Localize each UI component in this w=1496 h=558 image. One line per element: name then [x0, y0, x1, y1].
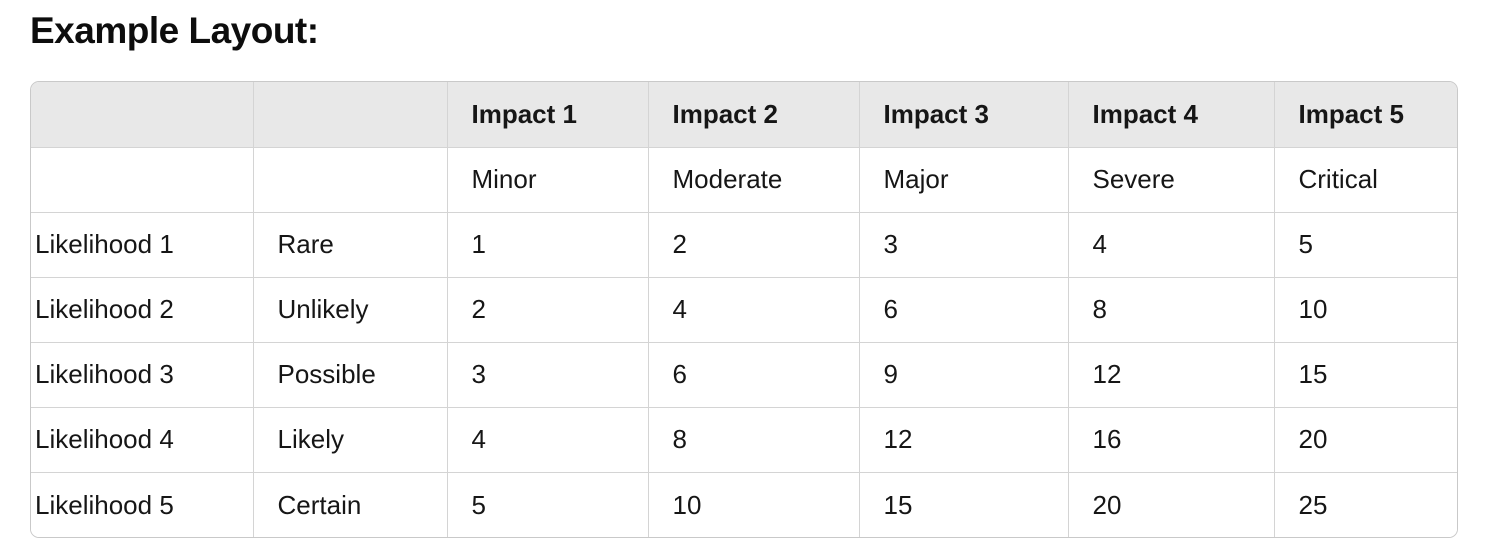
risk-matrix-table: Impact 1 Impact 2 Impact 3 Impact 4 Impa… [31, 82, 1457, 538]
score-cell: 6 [858, 276, 1068, 343]
score-cell: 8 [647, 406, 859, 473]
score-cell: 16 [1067, 406, 1274, 473]
score-cell: 5 [1273, 211, 1457, 278]
corner-cell [252, 82, 447, 148]
likelihood-id-cell: Likelihood 5 [31, 471, 253, 538]
score-cell: 12 [858, 406, 1068, 473]
score-cell: 4 [446, 406, 648, 473]
table-row: Likelihood 5 Certain 5 10 15 20 25 [31, 471, 1457, 538]
score-cell: 20 [1273, 406, 1457, 473]
score-cell: 9 [858, 341, 1068, 408]
impact-sublabel-cell: Moderate [647, 146, 859, 213]
blank-cell [252, 146, 447, 213]
impact-header-cell: Impact 3 [858, 82, 1068, 148]
score-cell: 2 [446, 276, 648, 343]
table-row: Likelihood 1 Rare 1 2 3 4 5 [31, 211, 1457, 278]
impact-header-row: Impact 1 Impact 2 Impact 3 Impact 4 Impa… [31, 82, 1457, 148]
likelihood-label-cell: Possible [252, 341, 447, 408]
score-cell: 5 [446, 471, 648, 538]
score-cell: 15 [1273, 341, 1457, 408]
impact-sublabel-cell: Major [858, 146, 1068, 213]
score-cell: 12 [1067, 341, 1274, 408]
score-cell: 4 [1067, 211, 1274, 278]
likelihood-id-cell: Likelihood 1 [31, 211, 253, 278]
blank-cell [31, 146, 253, 213]
score-cell: 10 [1273, 276, 1457, 343]
impact-header-cell: Impact 5 [1273, 82, 1457, 148]
table-row: Likelihood 2 Unlikely 2 4 6 8 10 [31, 276, 1457, 343]
likelihood-id-cell: Likelihood 4 [31, 406, 253, 473]
impact-sublabel-cell: Critical [1273, 146, 1457, 213]
score-cell: 8 [1067, 276, 1274, 343]
score-cell: 4 [647, 276, 859, 343]
impact-header-cell: Impact 2 [647, 82, 859, 148]
score-cell: 3 [446, 341, 648, 408]
likelihood-id-cell: Likelihood 3 [31, 341, 253, 408]
likelihood-label-cell: Certain [252, 471, 447, 538]
likelihood-label-cell: Unlikely [252, 276, 447, 343]
impact-sublabel-cell: Severe [1067, 146, 1274, 213]
score-cell: 6 [647, 341, 859, 408]
impact-sublabel-row: Minor Moderate Major Severe Critical [31, 146, 1457, 213]
table-row: Likelihood 4 Likely 4 8 12 16 20 [31, 406, 1457, 473]
likelihood-label-cell: Likely [252, 406, 447, 473]
score-cell: 20 [1067, 471, 1274, 538]
score-cell: 1 [446, 211, 648, 278]
likelihood-label-cell: Rare [252, 211, 447, 278]
risk-matrix-table-container: Impact 1 Impact 2 Impact 3 Impact 4 Impa… [30, 81, 1458, 539]
page-title: Example Layout: [30, 10, 319, 51]
score-cell: 10 [647, 471, 859, 538]
impact-header-cell: Impact 1 [446, 82, 648, 148]
score-cell: 3 [858, 211, 1068, 278]
corner-cell [31, 82, 253, 148]
impact-header-cell: Impact 4 [1067, 82, 1274, 148]
likelihood-id-cell: Likelihood 2 [31, 276, 253, 343]
score-cell: 15 [858, 471, 1068, 538]
score-cell: 25 [1273, 471, 1457, 538]
table-row: Likelihood 3 Possible 3 6 9 12 15 [31, 341, 1457, 408]
score-cell: 2 [647, 211, 859, 278]
impact-sublabel-cell: Minor [446, 146, 648, 213]
